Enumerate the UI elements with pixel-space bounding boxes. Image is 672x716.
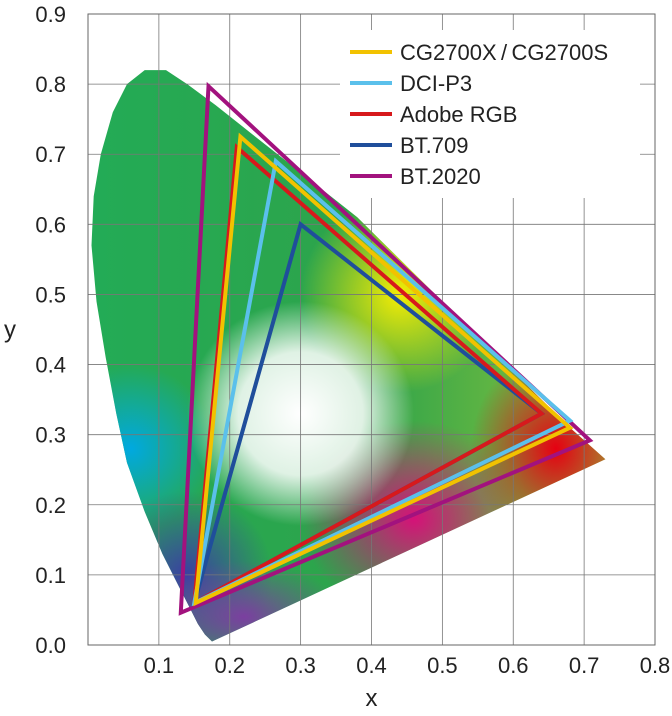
y-tick-label: 0.2 bbox=[35, 493, 66, 518]
y-tick-label: 0.3 bbox=[35, 423, 66, 448]
plot-frame bbox=[87, 13, 656, 646]
legend-label: DCI-P3 bbox=[400, 71, 472, 96]
x-tick-label: 0.5 bbox=[427, 653, 458, 678]
gamut-triangle bbox=[178, 81, 594, 616]
legend-label: CG2700X / CG2700S bbox=[400, 40, 608, 65]
x-tick-label: 0.7 bbox=[569, 653, 600, 678]
y-tick-label: 0.7 bbox=[35, 142, 66, 167]
y-axis-title: y bbox=[4, 317, 16, 344]
legend: CG2700X / CG2700S DCI-P3 Adobe RGB BT.709 BT… bbox=[340, 30, 640, 198]
y-tick-labels: 0.0 0.1 0.2 0.3 0.4 0.5 0.6 0.7 0.8 0.9 bbox=[35, 2, 66, 658]
y-tick-label: 0.0 bbox=[35, 633, 66, 658]
legend-label: BT.2020 bbox=[400, 164, 481, 189]
y-tick-label: 0.5 bbox=[35, 282, 66, 307]
x-tick-label: 0.2 bbox=[214, 653, 245, 678]
y-tick-label: 0.8 bbox=[35, 72, 66, 97]
x-tick-label: 0.4 bbox=[356, 653, 387, 678]
legend-label: BT.709 bbox=[400, 133, 469, 158]
y-tick-label: 0.4 bbox=[35, 353, 66, 378]
x-tick-label: 0.8 bbox=[640, 653, 671, 678]
y-tick-label: 0.6 bbox=[35, 212, 66, 237]
x-tick-label: 0.6 bbox=[498, 653, 529, 678]
x-tick-label: 0.1 bbox=[144, 653, 175, 678]
cyan-region bbox=[91, 364, 216, 533]
gamut-triangle bbox=[191, 157, 574, 607]
legend-label: Adobe RGB bbox=[400, 102, 517, 127]
x-axis-title: x bbox=[366, 685, 378, 711]
gamut-triangle bbox=[193, 132, 574, 607]
gamut-triangles bbox=[178, 81, 594, 616]
y-tick-label: 0.9 bbox=[35, 2, 66, 27]
x-tick-labels: 0.1 0.2 0.3 0.4 0.5 0.6 0.7 0.8 bbox=[144, 653, 671, 678]
x-tick-label: 0.3 bbox=[285, 653, 316, 678]
y-tick-label: 0.1 bbox=[35, 563, 66, 588]
